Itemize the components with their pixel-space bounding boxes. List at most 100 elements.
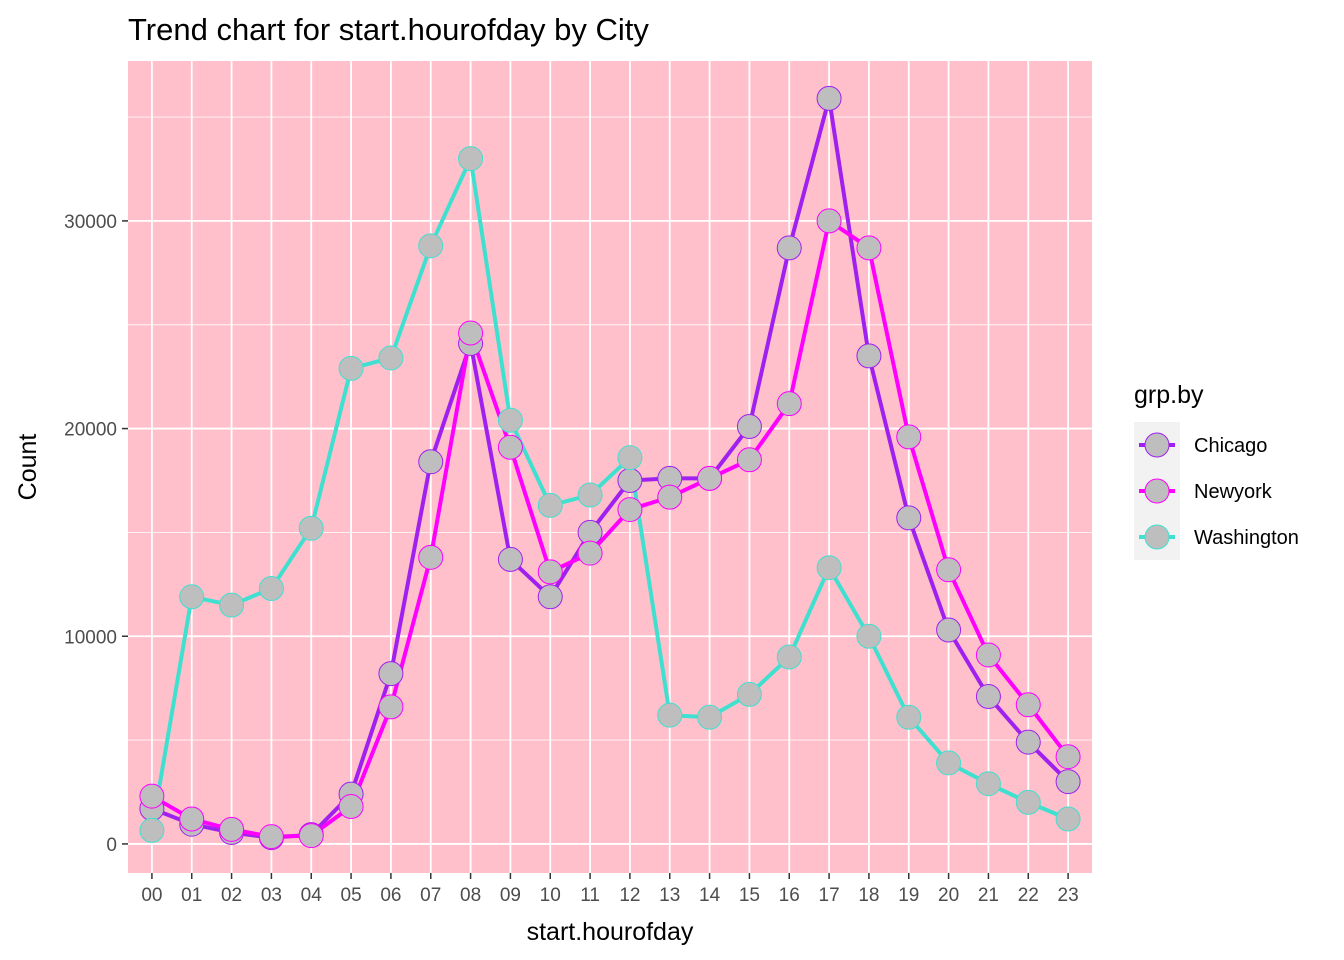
data-point-washington (418, 233, 444, 259)
legend-label-newyork: Newyork (1194, 481, 1273, 503)
data-point-washington (179, 584, 205, 610)
data-point-chicago (816, 85, 842, 111)
data-point-newyork (617, 497, 643, 523)
data-point-washington (139, 817, 165, 843)
y-tick-label: 30000 (64, 212, 117, 233)
data-point-chicago (776, 235, 802, 261)
data-point-newyork (697, 465, 723, 491)
y-tick-label: 10000 (64, 627, 117, 648)
data-point-washington (975, 771, 1001, 797)
x-tick-label: 04 (301, 885, 323, 906)
y-axis: 0 10000 20000 30000 (64, 212, 128, 856)
data-point-washington (936, 750, 962, 776)
data-point-newyork (776, 391, 802, 417)
x-tick-label: 23 (1058, 885, 1079, 906)
data-point-chicago (497, 546, 523, 572)
x-tick-label: 00 (141, 885, 162, 906)
data-point-newyork (936, 557, 962, 583)
data-point-washington (537, 492, 563, 518)
data-point-washington (338, 355, 364, 381)
data-point-washington (298, 515, 324, 541)
data-point-chicago (975, 683, 1001, 709)
data-point-washington (219, 592, 245, 618)
data-point-chicago (617, 467, 643, 493)
x-tick-label: 01 (181, 885, 202, 906)
x-tick-label: 15 (739, 885, 760, 906)
x-axis-title: start.hourofday (527, 918, 694, 946)
data-point-chicago (936, 617, 962, 643)
data-point-washington (657, 702, 683, 728)
data-point-newyork (1055, 744, 1081, 770)
x-tick-label: 09 (500, 885, 521, 906)
y-tick-label: 20000 (64, 420, 117, 441)
x-tick-label: 08 (460, 885, 481, 906)
data-point-newyork (816, 208, 842, 234)
data-point-newyork (497, 434, 523, 460)
data-point-newyork (219, 816, 245, 842)
x-tick-label: 12 (619, 885, 640, 906)
legend-key-point (1144, 478, 1170, 504)
data-point-washington (697, 704, 723, 730)
data-point-washington (896, 704, 922, 730)
data-point-chicago (736, 414, 762, 440)
series-layer (139, 85, 1081, 851)
x-tick-label: 21 (978, 885, 999, 906)
data-point-newyork (258, 824, 284, 850)
data-point-washington (856, 623, 882, 649)
x-tick-label: 20 (938, 885, 959, 906)
data-point-newyork (537, 559, 563, 585)
legend-title: grp.by (1134, 381, 1204, 409)
data-point-chicago (537, 584, 563, 610)
data-point-newyork (458, 320, 484, 346)
data-point-newyork (856, 235, 882, 261)
data-point-washington (1055, 806, 1081, 832)
x-tick-label: 14 (699, 885, 721, 906)
x-tick-label: 17 (819, 885, 840, 906)
data-point-newyork (736, 447, 762, 473)
data-point-washington (497, 407, 523, 433)
x-tick-label: 03 (261, 885, 282, 906)
data-point-newyork (338, 794, 364, 820)
x-tick-label: 10 (540, 885, 561, 906)
plot-panel (128, 61, 1092, 873)
data-point-chicago (1015, 729, 1041, 755)
x-tick-label: 16 (779, 885, 800, 906)
data-point-newyork (298, 823, 324, 849)
data-point-washington (617, 445, 643, 471)
data-point-chicago (896, 505, 922, 531)
x-tick-label: 11 (580, 885, 600, 906)
data-point-newyork (1015, 692, 1041, 718)
data-point-washington (736, 681, 762, 707)
legend-label-washington: Washington (1194, 527, 1299, 549)
x-axis: 00 01 02 03 04 05 06 07 08 09 10 11 12 13 14 15 16 17 18 19… (141, 873, 1079, 906)
x-tick-label: 07 (420, 885, 441, 906)
x-tick-label: 18 (858, 885, 879, 906)
x-tick-label: 06 (380, 885, 401, 906)
x-tick-label: 13 (659, 885, 680, 906)
y-tick-label: 0 (106, 835, 117, 856)
legend: grp.by Chicago Newyork Washington (1134, 381, 1299, 560)
data-point-chicago (1055, 769, 1081, 795)
chart-title: Trend chart for start.hourofday by City (128, 12, 649, 47)
data-point-washington (1015, 789, 1041, 815)
data-point-washington (378, 345, 404, 371)
data-point-newyork (896, 424, 922, 450)
x-tick-label: 05 (341, 885, 362, 906)
data-point-newyork (418, 544, 444, 570)
data-point-newyork (139, 783, 165, 809)
data-point-washington (458, 146, 484, 172)
legend-key-point (1144, 524, 1170, 550)
x-tick-label: 02 (221, 885, 242, 906)
data-point-chicago (378, 661, 404, 687)
data-point-newyork (378, 694, 404, 720)
data-point-washington (577, 482, 603, 508)
data-point-chicago (418, 449, 444, 475)
legend-label-chicago: Chicago (1194, 435, 1267, 457)
data-point-newyork (975, 642, 1001, 668)
legend-key-point (1144, 432, 1170, 458)
data-point-chicago (856, 343, 882, 369)
x-tick-label: 22 (1018, 885, 1039, 906)
y-axis-title: Count (14, 434, 42, 501)
data-point-washington (776, 644, 802, 670)
